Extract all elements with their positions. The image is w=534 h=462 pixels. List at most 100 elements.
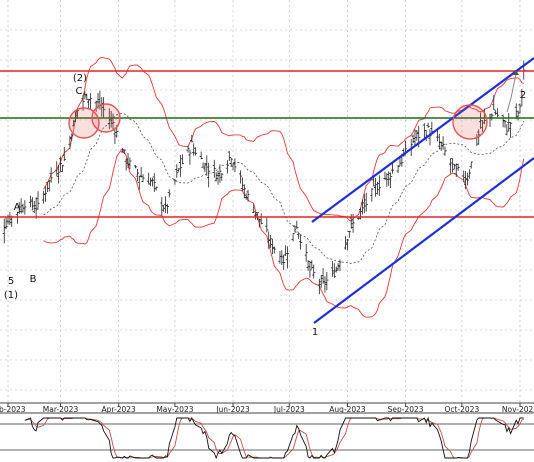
price-bar	[306, 260, 310, 271]
price-bar	[150, 177, 155, 187]
horizontal-levels	[0, 70, 534, 218]
price-bar	[214, 172, 218, 182]
price-bar	[32, 201, 36, 214]
price-bar	[257, 218, 261, 228]
price-bar	[520, 88, 524, 107]
price-bar	[267, 231, 271, 249]
top-circle-3	[452, 104, 488, 140]
x-tick-label: Mar-2023	[43, 405, 79, 414]
price-bar	[514, 103, 518, 120]
price-bar	[428, 129, 432, 146]
price-bar	[57, 165, 61, 184]
price-bar	[227, 151, 231, 162]
bollinger-middle	[43, 112, 525, 264]
price-bar	[372, 177, 376, 187]
price-bar	[30, 197, 34, 211]
price-bars	[2, 60, 526, 295]
price-bar	[437, 133, 441, 150]
price-bar	[244, 193, 248, 200]
oscillator-panel	[0, 412, 534, 462]
price-bar	[205, 155, 209, 176]
price-bar	[43, 186, 48, 202]
price-bar	[272, 246, 276, 254]
price-bar	[443, 146, 447, 156]
price-bar	[334, 266, 338, 273]
price-bar	[343, 236, 348, 250]
price-bar	[167, 189, 171, 198]
x-tick-label: Nov-2023	[502, 405, 534, 414]
price-bar	[415, 130, 419, 141]
price-bar	[377, 175, 381, 196]
price-bar	[186, 145, 190, 153]
price-bar	[60, 164, 64, 172]
price-bar	[135, 168, 140, 182]
price-bar	[238, 170, 243, 184]
wave-label-2: 2	[520, 90, 526, 101]
price-bar	[390, 162, 395, 174]
price-bar	[85, 93, 89, 100]
price-bar	[282, 254, 286, 270]
price-bar	[323, 276, 327, 293]
price-bar	[430, 121, 434, 133]
price-bar	[178, 154, 183, 177]
price-bar	[495, 108, 500, 118]
price-bar	[449, 158, 453, 174]
price-bar	[385, 173, 389, 187]
price-bar	[137, 176, 141, 191]
price-bar	[201, 162, 205, 168]
price-bar	[36, 191, 40, 210]
price-bar	[413, 129, 417, 147]
price-bar	[148, 177, 153, 187]
price-bar	[252, 204, 256, 214]
price-bar	[229, 157, 233, 167]
price-bar	[295, 220, 299, 229]
bollinger-upper	[43, 57, 524, 222]
price-bar	[28, 195, 33, 208]
price-bar	[464, 170, 468, 190]
price-bar	[362, 193, 366, 214]
price-bar	[317, 278, 321, 295]
wave-label-a: A	[14, 202, 21, 213]
price-bar	[58, 156, 63, 172]
price-bar	[177, 168, 181, 172]
bollinger-lower	[43, 147, 525, 318]
price-bar	[345, 239, 350, 251]
price-bar	[23, 200, 27, 215]
price-bar	[203, 162, 207, 172]
price-bar	[364, 192, 368, 212]
price-bar	[336, 263, 340, 271]
price-bar	[422, 123, 426, 138]
price-bar	[231, 162, 235, 171]
price-bar	[480, 120, 485, 132]
price-bar	[19, 198, 23, 214]
price-bar	[293, 225, 297, 233]
price-bar	[141, 174, 145, 182]
price-bar	[128, 157, 132, 170]
price-bar	[4, 217, 8, 230]
price-bar	[450, 158, 455, 173]
x-tick-label: May-2023	[156, 405, 193, 414]
highlight-circles	[68, 103, 488, 140]
price-bar	[347, 230, 351, 238]
price-bar	[441, 136, 445, 150]
price-bar	[188, 149, 192, 165]
price-bar	[160, 197, 164, 216]
price-bar	[240, 177, 245, 192]
price-bar	[439, 141, 443, 151]
price-bar	[8, 212, 12, 225]
price-bar	[388, 172, 393, 189]
price-bar	[192, 143, 196, 156]
price-bar	[503, 120, 507, 128]
x-axis-ticks: Feb-2023 Mar-2023 Apr-2023 May-2023 Jun-2023…	[0, 403, 534, 414]
price-bar	[452, 164, 456, 170]
wave-label-2-paren: (2)	[73, 73, 87, 84]
wave-label-c: C	[76, 86, 83, 97]
price-bar	[494, 110, 498, 115]
price-bar	[509, 122, 513, 138]
price-bar	[165, 204, 170, 214]
price-bar	[218, 164, 222, 183]
price-bar	[492, 95, 496, 111]
price-bar	[45, 182, 49, 193]
